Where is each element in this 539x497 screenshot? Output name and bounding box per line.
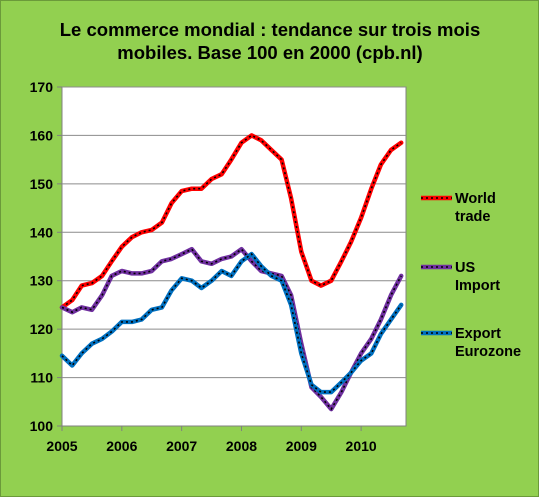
chart-title: Le commerce mondial : tendance sur trois… (20, 18, 520, 64)
y-tick-label: 130 (30, 273, 54, 289)
x-axis: 2005 2006 2007 2008 2009 2010 (46, 426, 377, 454)
x-tick-label: 2008 (226, 438, 257, 454)
x-tick-label: 2010 (346, 438, 377, 454)
y-tick-label: 100 (30, 418, 54, 434)
legend-label-3-line-1: Export (455, 326, 501, 342)
x-tick-label: 2007 (166, 438, 197, 454)
legend-label-1-line-2: trade (455, 209, 490, 225)
y-tick-label: 120 (30, 321, 54, 337)
x-tick-label: 2009 (286, 438, 317, 454)
legend-label-2-line-2: Import (455, 278, 500, 294)
legend: World trade US Import Export Eurozone (421, 191, 521, 360)
y-tick-label: 140 (30, 224, 54, 240)
chart-title-line-2: mobiles. Base 100 en 2000 (cpb.nl) (117, 42, 423, 63)
y-tick-label: 170 (30, 79, 54, 95)
legend-label-2-line-1: US (455, 260, 475, 276)
x-tick-label: 2005 (46, 438, 77, 454)
y-tick-label: 110 (30, 370, 53, 386)
x-tick-label: 2006 (106, 438, 137, 454)
series-dotted-overlay-2 (61, 248, 402, 411)
y-tick-label: 150 (30, 176, 54, 192)
series-dotted-overlay-1 (61, 134, 402, 309)
y-axis: 100 110 120 130 140 150 160 170 (30, 79, 62, 434)
y-tick-label: 160 (30, 127, 54, 143)
legend-label-1-line-1: World (455, 191, 496, 207)
chart-title-line-1: Le commerce mondial : tendance sur trois… (59, 19, 481, 40)
series-dotted-overlay-3 (61, 253, 402, 393)
series-layer (59, 133, 404, 412)
legend-label-3-line-2: Eurozone (455, 344, 521, 360)
